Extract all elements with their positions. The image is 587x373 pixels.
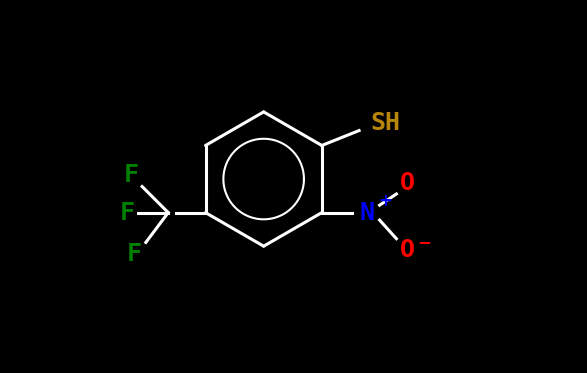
Text: O: O	[400, 171, 415, 195]
Text: O: O	[400, 238, 415, 262]
Text: F: F	[127, 242, 142, 266]
Text: F: F	[123, 163, 139, 187]
Text: N: N	[359, 201, 374, 225]
Text: −: −	[417, 233, 431, 251]
Text: F: F	[120, 201, 134, 225]
Text: +: +	[378, 192, 392, 210]
Text: SH: SH	[370, 111, 400, 135]
